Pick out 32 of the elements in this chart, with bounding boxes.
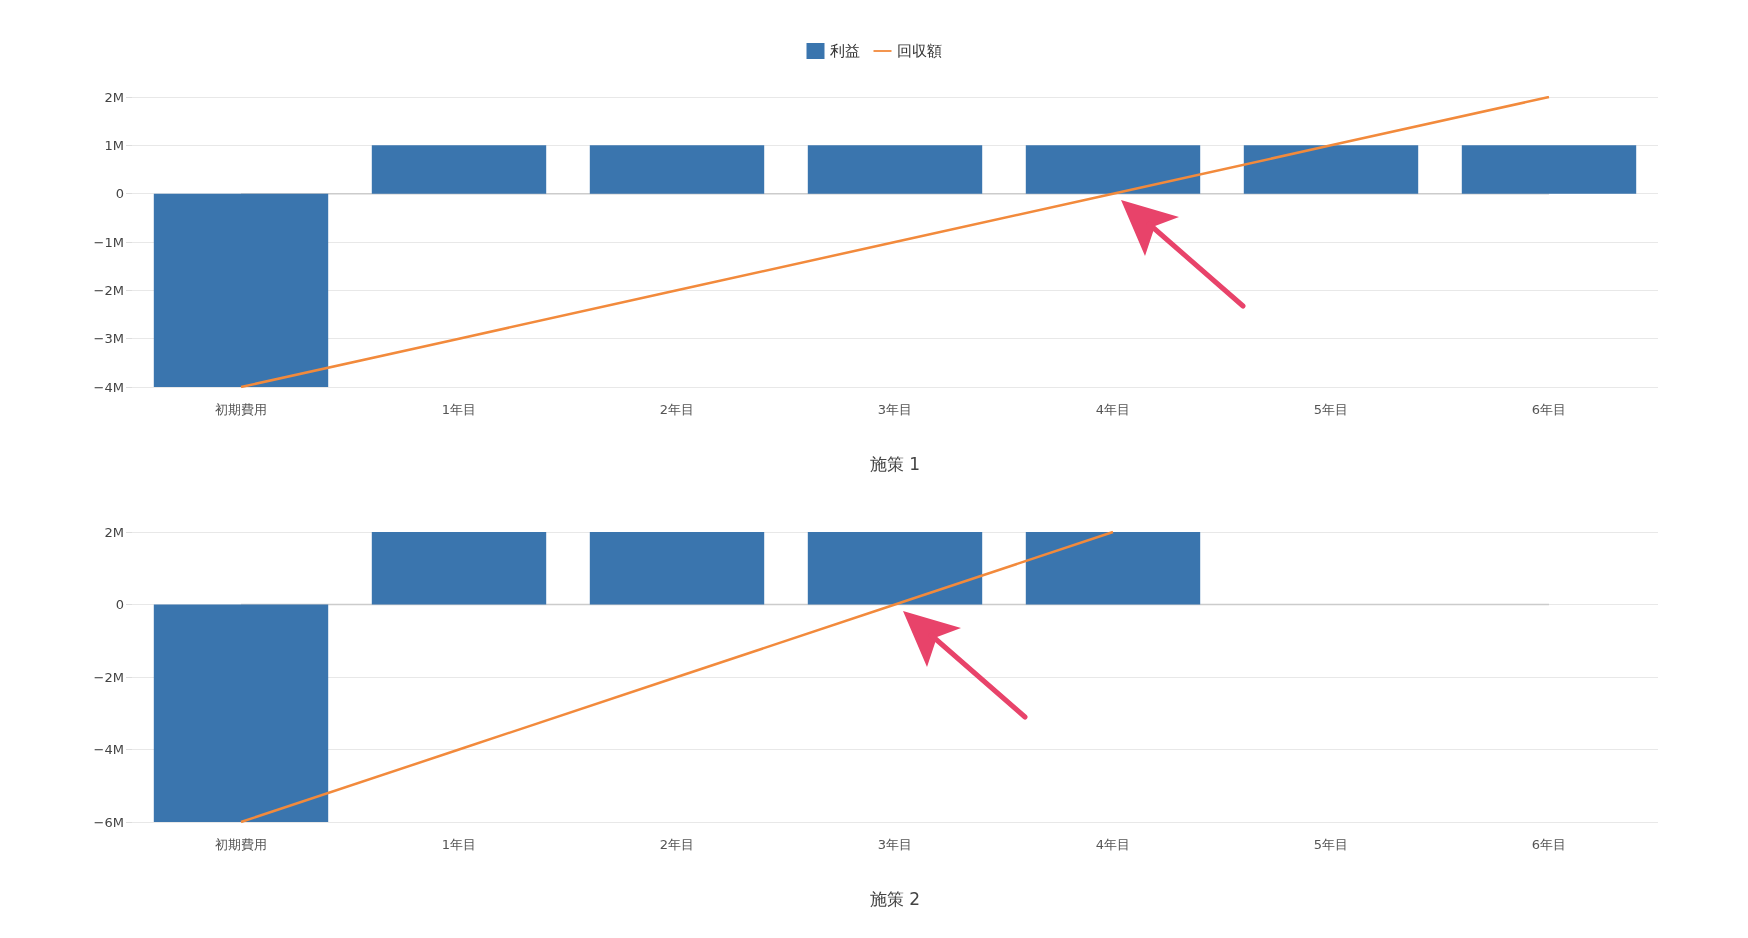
x-tick-label: 6年目 (1531, 402, 1567, 417)
x-tick-label: 1年目 (441, 837, 477, 852)
x-tick-label: 4年目 (1095, 837, 1131, 852)
x-tick-label: 5年目 (1313, 402, 1349, 417)
x-tick-label: 2年目 (659, 837, 695, 852)
y-tick-label: 0 (115, 597, 124, 612)
y-tick-label: −1M (93, 234, 124, 250)
x-tick-label: 5年目 (1313, 837, 1349, 852)
x-axis-title: 施策 1 (869, 453, 921, 474)
x-tick-label: 初期費用 (215, 402, 267, 417)
y-tick-label: 2M (104, 524, 124, 540)
y-tick-label: −4M (93, 742, 124, 757)
x-tick-label: 3年目 (877, 837, 913, 852)
x-tick-label: 1年目 (441, 402, 477, 417)
legend-label: 回収額 (896, 42, 942, 60)
x-tick-label: 初期費用 (215, 837, 267, 852)
y-tick-label: −4M (93, 379, 124, 395)
x-tick-label: 3年目 (877, 402, 913, 417)
y-tick-label: −3M (93, 331, 124, 347)
y-tick-label: 0 (115, 186, 124, 202)
x-axis-title: 施策 2 (869, 888, 921, 909)
y-tick-label: −2M (93, 669, 124, 685)
x-tick-label: 2年目 (659, 402, 695, 417)
y-tick-label: −2M (93, 282, 124, 298)
legend-label: 利益 (829, 42, 860, 60)
y-tick-label: 1M (104, 137, 124, 153)
x-tick-label: 4年目 (1095, 402, 1131, 417)
y-tick-label: 2M (104, 89, 124, 105)
line-series (239, 95, 1551, 389)
x-tick-label: 6年目 (1531, 837, 1567, 852)
line-series (239, 530, 1115, 824)
y-tick-label: −6M (93, 814, 124, 830)
